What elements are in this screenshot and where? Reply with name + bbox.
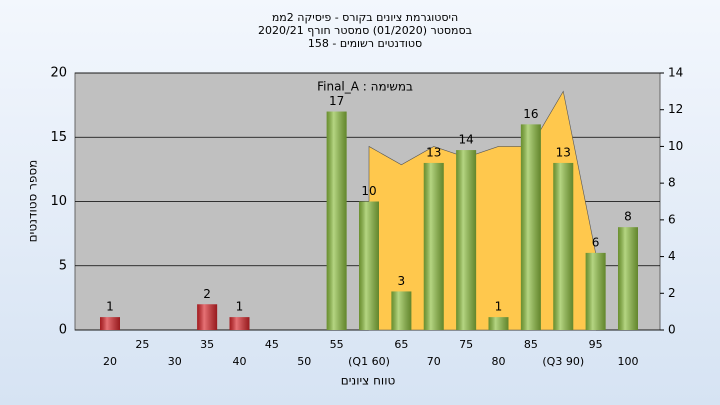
x-tick-label: (Q3 90)	[542, 355, 584, 368]
data-label: 16	[523, 107, 538, 121]
y2-tick-label: 12	[668, 102, 683, 116]
data-label: 2	[203, 287, 211, 301]
x-tick-label: (Q1 60)	[348, 355, 390, 368]
bar-shade	[520, 124, 541, 331]
x-tick-label: 50	[297, 355, 311, 368]
chart-title: היסטוגרמת ציונים בקורס - פיסיקה 2ממ	[272, 11, 458, 24]
x-tick-label: 25	[135, 338, 149, 351]
bar-shade	[391, 291, 412, 330]
y-tick-label: 0	[59, 323, 67, 338]
y2-tick-label: 8	[668, 176, 676, 190]
bar-shade	[229, 317, 250, 330]
data-label: 17	[329, 94, 344, 108]
data-label: 3	[398, 274, 406, 288]
data-label: 1	[106, 300, 114, 314]
chart-title: סטודנטים רשומים - 158	[308, 37, 422, 50]
bar-shade	[585, 252, 606, 330]
x-tick-label: 20	[103, 355, 117, 368]
bar-shade	[100, 317, 120, 330]
data-label: 8	[624, 210, 632, 224]
bar-shade	[359, 201, 379, 330]
y2-tick-label: 2	[668, 286, 676, 300]
data-label: 1	[495, 300, 503, 314]
x-tick-label: 85	[524, 338, 538, 351]
x-tick-label: 80	[492, 355, 506, 368]
bar-shade	[423, 162, 444, 330]
bar-shade	[553, 162, 574, 330]
x-tick-label: 65	[394, 338, 408, 351]
annotation: Final_A : במשימה	[317, 80, 413, 94]
x-tick-label: 95	[589, 338, 603, 351]
bar-shade	[326, 111, 347, 330]
data-label: 13	[426, 145, 441, 159]
chart-title: בסמסטר (01/2020) סמסטר חורף 2020/21	[258, 24, 472, 37]
y-tick-label: 15	[50, 130, 67, 145]
x-tick-label: 75	[459, 338, 473, 351]
data-label: 10	[361, 184, 376, 198]
bar-shade	[488, 317, 509, 330]
y2-tick-label: 10	[668, 139, 683, 153]
x-tick-label: 35	[200, 338, 214, 351]
data-label: 6	[592, 235, 600, 249]
data-label: 1	[236, 300, 244, 314]
x-tick-label: 40	[233, 355, 247, 368]
y-tick-label: 20	[50, 66, 67, 81]
y-axis-title: מספר סטודנטים	[26, 160, 40, 243]
y-tick-label: 10	[50, 194, 67, 209]
x-tick-label: 100	[618, 355, 639, 368]
bar-shade	[197, 304, 218, 330]
bar-shade	[456, 150, 477, 330]
bar-shade	[618, 227, 638, 330]
y2-tick-label: 4	[668, 249, 676, 263]
x-tick-label: 30	[168, 355, 182, 368]
data-label: 14	[458, 133, 473, 147]
y2-tick-label: 6	[668, 212, 676, 226]
data-label: 13	[556, 145, 571, 159]
y2-tick-label: 14	[668, 66, 683, 80]
x-tick-label: 55	[330, 338, 344, 351]
y2-tick-label: 0	[668, 323, 676, 337]
x-tick-label: 70	[427, 355, 441, 368]
y-tick-label: 5	[59, 258, 67, 273]
x-tick-label: 45	[265, 338, 279, 351]
x-axis-title: טווח ציונים	[341, 374, 396, 388]
